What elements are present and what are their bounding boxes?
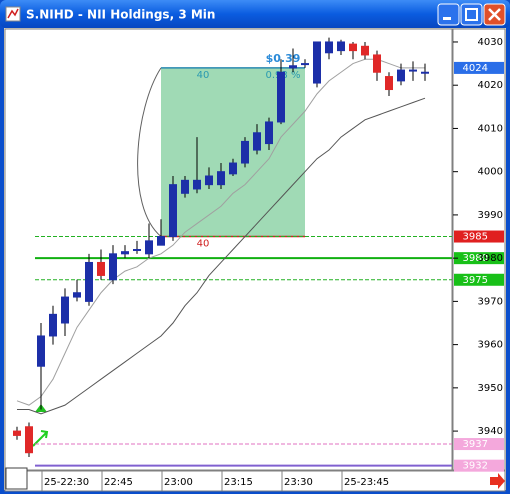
- level-tag-label: 4024: [463, 63, 488, 74]
- level-tag: [454, 61, 504, 74]
- candle-body: [205, 175, 213, 186]
- candle-body: [61, 296, 69, 324]
- y-tick-label: 3940: [478, 426, 503, 437]
- candle-body: [109, 253, 117, 281]
- candle-body: [301, 63, 309, 66]
- candle-body: [217, 171, 225, 186]
- trade-profit: $0.39: [266, 52, 301, 65]
- candle-body: [157, 236, 165, 246]
- candle-body: [37, 335, 45, 367]
- y-axis-area: [452, 28, 506, 471]
- x-tick-label: 25-22:30: [44, 477, 89, 488]
- y-tick-label: 4010: [478, 123, 503, 134]
- candle-body: [325, 41, 333, 54]
- candle-body: [121, 251, 129, 255]
- level-tag: [454, 273, 504, 286]
- level-tag: [454, 252, 504, 265]
- candle-body: [97, 261, 105, 276]
- candle-body: [349, 43, 357, 52]
- x-tick-label: 23:15: [224, 477, 253, 488]
- level-tag-label: 3975: [463, 275, 488, 286]
- trade-ticks-bottom: 40: [197, 239, 210, 250]
- candle-body: [241, 140, 249, 164]
- x-tick-label: 23:30: [284, 477, 313, 488]
- close-button[interactable]: [483, 3, 506, 26]
- level-tag-label: 3980: [463, 253, 488, 264]
- trade-curve: [137, 67, 162, 237]
- y-tick-label: 3990: [478, 210, 503, 221]
- candle-body: [421, 71, 429, 74]
- x-tick-label: 22:45: [104, 477, 133, 488]
- y-tick-label: 4020: [478, 80, 503, 91]
- title-bar: [0, 0, 510, 28]
- x-tick-label: 25-23:45: [344, 477, 389, 488]
- y-tick-label: 3960: [478, 340, 503, 351]
- y-tick-label: 4030: [478, 37, 503, 48]
- x-tick-label: 23:00: [164, 477, 193, 488]
- y-tick-label: 3980: [478, 253, 503, 264]
- window-title: S.NIHD - NII Holdings, 3 Min: [26, 8, 215, 22]
- candle-body: [193, 179, 201, 190]
- level-tag: [454, 438, 504, 451]
- candle-body: [133, 249, 141, 251]
- candle-body: [181, 179, 189, 194]
- candle-body: [409, 69, 417, 72]
- candle-body: [373, 54, 381, 73]
- minimize-button[interactable]: [437, 3, 460, 26]
- corner-box[interactable]: [5, 467, 28, 490]
- candle-body: [265, 121, 273, 145]
- candle-body: [169, 184, 177, 238]
- scroll-arrow[interactable]: [490, 473, 505, 489]
- level-tag-label: 3932: [463, 461, 488, 472]
- trade-ticks-top: 40: [197, 70, 210, 81]
- candle-body: [25, 426, 33, 454]
- maximize-button[interactable]: [460, 3, 483, 26]
- y-tick-label: 4000: [478, 167, 503, 178]
- candle-body: [49, 313, 57, 337]
- candle-body: [385, 76, 393, 91]
- candle-body: [337, 41, 345, 52]
- moving-average: [17, 97, 426, 415]
- candle-body: [73, 292, 81, 298]
- candle-body: [277, 71, 285, 123]
- candle-body: [85, 261, 93, 302]
- candle-body: [253, 132, 261, 151]
- level-tag: [454, 459, 504, 472]
- y-tick-label: 3970: [478, 296, 503, 307]
- level-tag-label: 3985: [463, 232, 488, 243]
- level-tag: [454, 230, 504, 243]
- candle-body: [229, 162, 237, 175]
- y-tick-label: 3950: [478, 383, 503, 394]
- candle-body: [313, 41, 321, 84]
- candle-body: [361, 45, 369, 56]
- app-icon-glyph: [7, 8, 19, 19]
- level-tag-label: 3937: [463, 439, 488, 450]
- moving-average: [16, 58, 425, 406]
- candle-body: [397, 69, 405, 82]
- candle-body: [289, 65, 297, 69]
- candle-body: [13, 430, 21, 436]
- candle-body: [145, 240, 153, 255]
